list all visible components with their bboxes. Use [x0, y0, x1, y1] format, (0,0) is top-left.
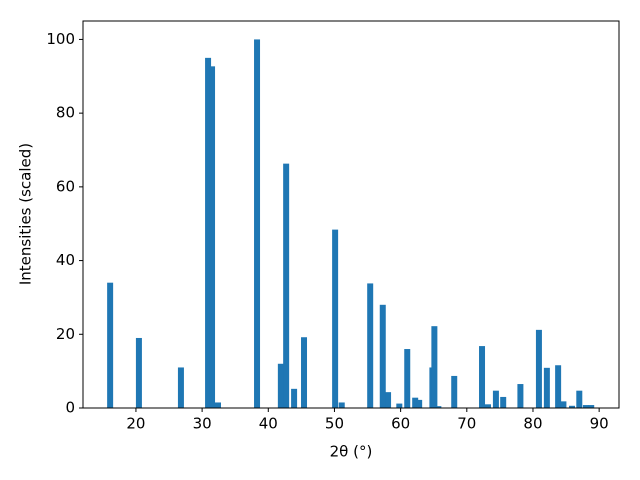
bar [555, 365, 562, 408]
bar [332, 229, 339, 408]
bar [301, 337, 308, 408]
x-axis-label: 2θ (°) [330, 443, 373, 461]
bar [404, 349, 411, 408]
bar [283, 163, 290, 408]
bar [291, 388, 298, 408]
x-tick-label: 30 [193, 415, 212, 433]
bar [560, 401, 567, 408]
y-tick-label: 0 [65, 399, 75, 417]
bar [135, 337, 142, 408]
bar [431, 326, 438, 408]
x-tick-label: 60 [391, 415, 410, 433]
bar [385, 392, 392, 408]
bar [582, 405, 589, 408]
bar [412, 397, 419, 408]
bar [396, 403, 403, 408]
bar [588, 405, 595, 408]
bar [479, 346, 486, 408]
bar [543, 367, 550, 408]
bar [379, 304, 386, 408]
y-tick-label: 40 [56, 251, 75, 269]
bar [535, 329, 542, 408]
bar [416, 399, 423, 408]
bar [492, 390, 499, 408]
bar [177, 367, 184, 408]
bar [209, 66, 216, 408]
bar [435, 406, 442, 408]
x-tick-label: 20 [126, 415, 145, 433]
bar [277, 363, 284, 408]
bar [205, 57, 212, 408]
y-axis-label: Intensities (scaled) [17, 143, 35, 285]
bar [500, 396, 507, 408]
bar [576, 390, 583, 408]
plot-frame [82, 20, 620, 409]
bar [214, 402, 221, 408]
y-tick-label: 60 [56, 177, 75, 195]
bar [569, 405, 576, 408]
x-tick-label: 40 [259, 415, 278, 433]
x-tick-label: 90 [590, 415, 609, 433]
bar [367, 283, 374, 408]
bar [517, 384, 524, 408]
y-tick-label: 100 [46, 30, 75, 48]
x-tick-label: 70 [457, 415, 476, 433]
bar [338, 402, 345, 408]
bar [254, 39, 261, 409]
y-tick-label: 20 [56, 325, 75, 343]
y-tick-label: 80 [56, 104, 75, 122]
bar [107, 282, 114, 408]
bar [451, 375, 458, 408]
x-tick-label: 80 [523, 415, 542, 433]
bar [484, 404, 491, 408]
x-tick-label: 50 [325, 415, 344, 433]
